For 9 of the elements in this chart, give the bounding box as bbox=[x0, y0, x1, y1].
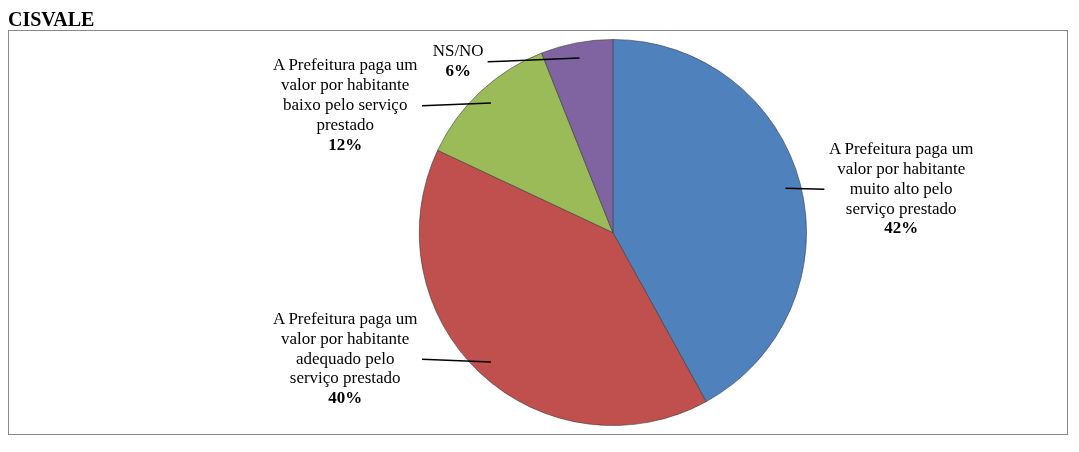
data-label: 42% bbox=[884, 218, 919, 238]
slice-label: A Prefeitura paga um valor por habitante adequado pelo serviço prestado bbox=[272, 308, 418, 388]
slice-label: A Prefeitura paga um valor por habitante baixo pelo serviço prestado bbox=[272, 55, 418, 135]
slice-label: A Prefeitura paga um valor por habitante muito alto pelo serviço prestado bbox=[828, 138, 974, 218]
data-label: 6% bbox=[445, 61, 471, 81]
slice-label: NS/NO bbox=[432, 41, 484, 61]
data-label: 12% bbox=[328, 135, 363, 155]
data-label: 40% bbox=[328, 388, 363, 408]
text: CISVALE bbox=[8, 8, 96, 30]
